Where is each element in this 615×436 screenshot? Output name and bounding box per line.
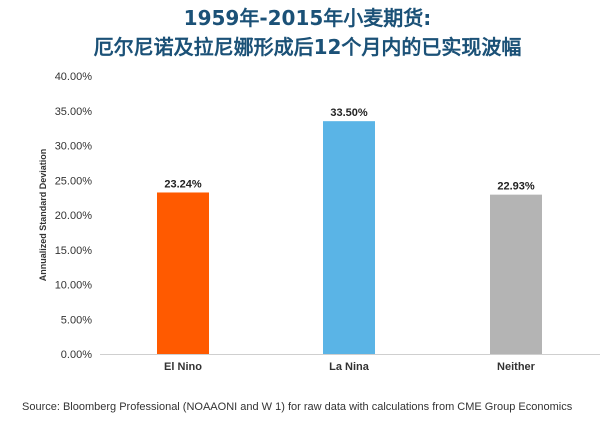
y-tick-label: 5.00% (61, 314, 92, 326)
data-labels: 23.24% 33.50% 22.93% (164, 107, 535, 192)
y-axis-label: Annualized Standard Deviation (38, 149, 48, 282)
y-tick-labels: 0.00% 5.00% 10.00% 15.00% 20.00% 25.00% 30.00%… (55, 71, 93, 361)
category-label: Neither (497, 361, 536, 373)
y-tick-label: 20.00% (55, 210, 93, 222)
y-tick-label: 15.00% (55, 245, 93, 257)
chart-title-line2: 厄尔尼诺及拉尼娜形成后12个月内的已实现波幅 (93, 35, 522, 59)
y-tick-label: 30.00% (55, 141, 93, 153)
y-tick-label: 35.00% (55, 106, 93, 118)
chart-title-line1: 1959年-2015年小麦期货: (183, 6, 432, 30)
source-note: Source: Bloomberg Professional (NOAAONI … (22, 401, 573, 413)
category-labels: El Nino La Nina Neither (164, 361, 536, 373)
y-tick-label: 10.00% (55, 280, 93, 292)
bar-el-nino (157, 192, 209, 354)
category-label: El Nino (164, 361, 202, 373)
bar-la-nina (323, 121, 375, 354)
bars (157, 121, 542, 354)
data-label: 33.50% (330, 107, 368, 119)
bar-neither (490, 194, 542, 354)
y-tick-label: 25.00% (55, 175, 93, 187)
data-label: 23.24% (164, 178, 202, 190)
data-label: 22.93% (497, 181, 535, 193)
y-tick-label: 0.00% (61, 349, 92, 361)
y-tick-label: 40.00% (55, 71, 93, 83)
category-label: La Nina (329, 361, 370, 373)
